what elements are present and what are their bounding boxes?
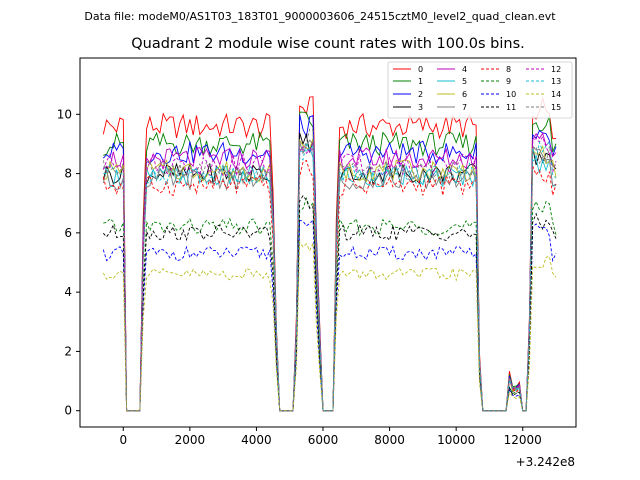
series-line-14 [102,241,557,412]
y-tick-label: 4 [64,285,72,299]
legend-label-3: 3 [418,103,423,112]
series-line-6 [103,138,557,412]
legend-label-14: 14 [551,90,561,99]
y-tick-label: 0 [64,404,72,418]
legend-label-6: 6 [462,90,467,99]
x-axis: 0 2000 4000 6000 8000 10000 12000 [119,427,542,447]
y-axis: 0 2 4 6 8 10 [57,107,80,418]
legend-box [387,61,573,119]
series-line-2 [102,114,557,412]
x-tick-label: 12000 [504,433,542,447]
y-tick-label: 2 [64,344,72,358]
y-tick-label: 8 [64,167,72,181]
x-tick-label: 6000 [308,433,339,447]
legend-label-1: 1 [418,77,423,86]
legend-label-0: 0 [418,65,423,74]
legend-label-4: 4 [462,65,467,74]
legend-label-8: 8 [506,65,511,74]
legend-label-2: 2 [418,90,423,99]
chart-title: Quadrant 2 module wise count rates with … [131,36,525,52]
legend-label-12: 12 [551,65,561,74]
x-tick-label: 4000 [241,433,272,447]
series-line-10 [102,219,557,412]
x-tick-label: 0 [119,433,127,447]
series-line-11 [102,195,557,412]
legend-label-13: 13 [551,77,561,86]
x-tick-label: 10000 [437,433,475,447]
series-line-5 [102,146,557,412]
series-line-9 [103,196,557,412]
series-line-7 [102,139,557,412]
legend-label-5: 5 [462,77,467,86]
legend-label-9: 9 [506,77,511,86]
y-tick-label: 6 [64,226,72,240]
y-tick-label: 10 [57,107,72,121]
x-offset-label: +3.242e8 [516,455,575,469]
chart-suptitle: Data file: modeM0/AS1T03_183T01_90000036… [84,10,556,23]
series-line-15 [102,128,557,412]
x-tick-label: 2000 [175,433,206,447]
legend-label-15: 15 [551,103,561,112]
series-line-13 [103,139,557,412]
x-tick-label: 8000 [374,433,405,447]
series-line-12 [102,135,557,412]
axes-frame [79,57,577,428]
legend-label-11: 11 [506,103,516,112]
series-layer [102,96,557,412]
legend-label-7: 7 [462,103,467,112]
series-line-8 [102,159,557,412]
legend-label-10: 10 [506,90,516,99]
